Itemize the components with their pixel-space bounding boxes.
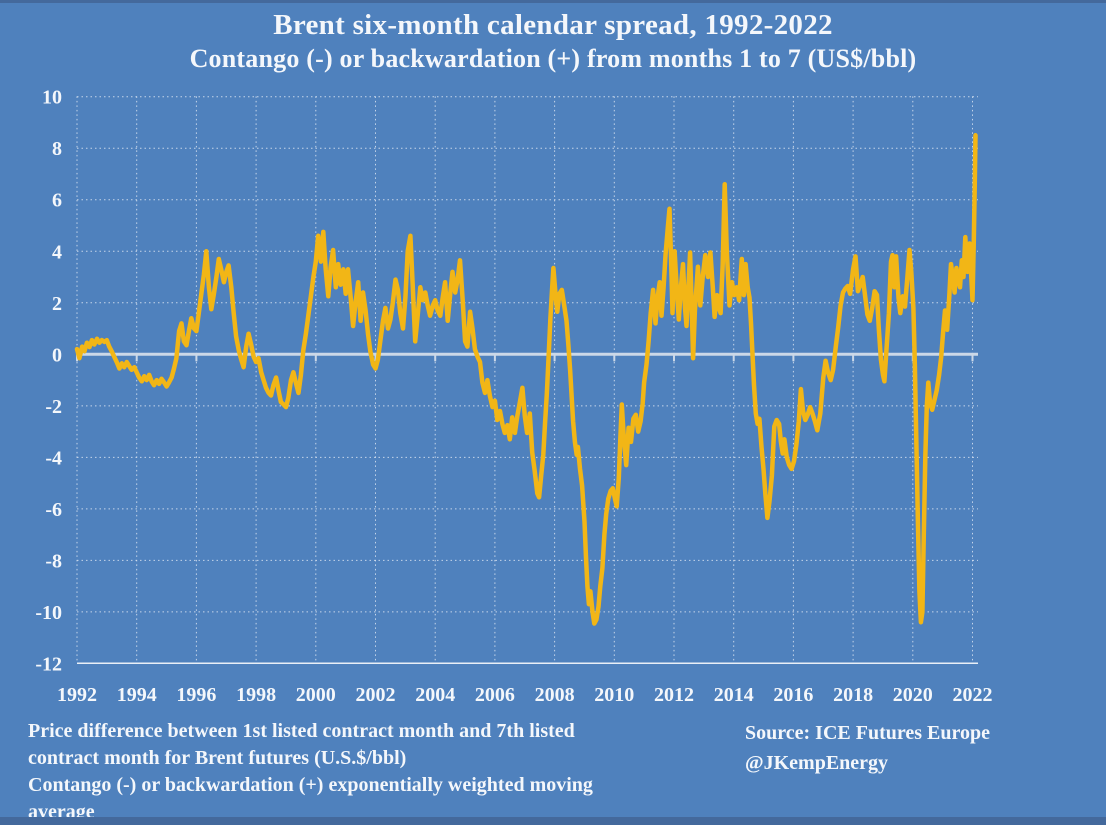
y-tick-label-6: 6: [52, 190, 62, 212]
text-line: Contango (-) or backwardation (+) expone…: [28, 774, 593, 796]
top-edge-band: [0, 0, 1106, 3]
x-tick-label-2010: 2010: [594, 684, 634, 706]
x-tick-label-2004: 2004: [415, 684, 455, 706]
x-tick-label-2020: 2020: [893, 684, 933, 706]
y-tick-label-2: 2: [52, 293, 62, 315]
y-tick-label-4: 4: [52, 241, 62, 263]
x-tick-label-2022: 2022: [953, 684, 993, 706]
x-tick-label-1994: 1994: [117, 684, 157, 706]
x-tick-label-2014: 2014: [714, 684, 754, 706]
x-tick-label-1996: 1996: [176, 684, 216, 706]
x-tick-label-2000: 2000: [296, 684, 336, 706]
brent-spread-line: [74, 133, 978, 626]
text-line: Source: ICE Futures Europe: [745, 722, 991, 744]
bottom-edge-band: [0, 817, 1106, 825]
x-tick-label-2012: 2012: [654, 684, 694, 706]
y-tick-label--6: -6: [45, 499, 62, 521]
y-tick-label-8: 8: [52, 138, 62, 160]
y-tick-label-10: 10: [42, 87, 62, 109]
x-tick-label-1992: 1992: [57, 684, 97, 706]
x-tick-label-1998: 1998: [236, 684, 276, 706]
text-line: contract month for Brent futures (U.S.$/…: [28, 747, 407, 769]
y-tick-label--10: -10: [35, 602, 62, 624]
y-tick-label--2: -2: [45, 396, 62, 418]
text-line: @JKempEnergy: [745, 752, 889, 774]
y-tick-label--8: -8: [45, 550, 62, 572]
y-tick-label--12: -12: [35, 653, 62, 675]
text-line: Price difference between 1st listed cont…: [28, 720, 575, 742]
chart-title: Brent six-month calendar spread, 1992-20…: [273, 9, 833, 41]
source-attribution: Source: ICE Futures Europe @JKempEnergy: [745, 718, 990, 778]
x-tick-label-2006: 2006: [475, 684, 515, 706]
x-tick-label-2008: 2008: [535, 684, 575, 706]
chart-subtitle: Contango (-) or backwardation (+) from m…: [189, 44, 917, 73]
y-tick-label-0: 0: [52, 344, 62, 366]
x-tick-label-2018: 2018: [833, 684, 873, 706]
y-tick-label--4: -4: [45, 447, 62, 469]
x-tick-label-2002: 2002: [356, 684, 396, 706]
footnote-text: Price difference between 1st listed cont…: [28, 718, 593, 825]
x-tick-label-2016: 2016: [773, 684, 813, 706]
